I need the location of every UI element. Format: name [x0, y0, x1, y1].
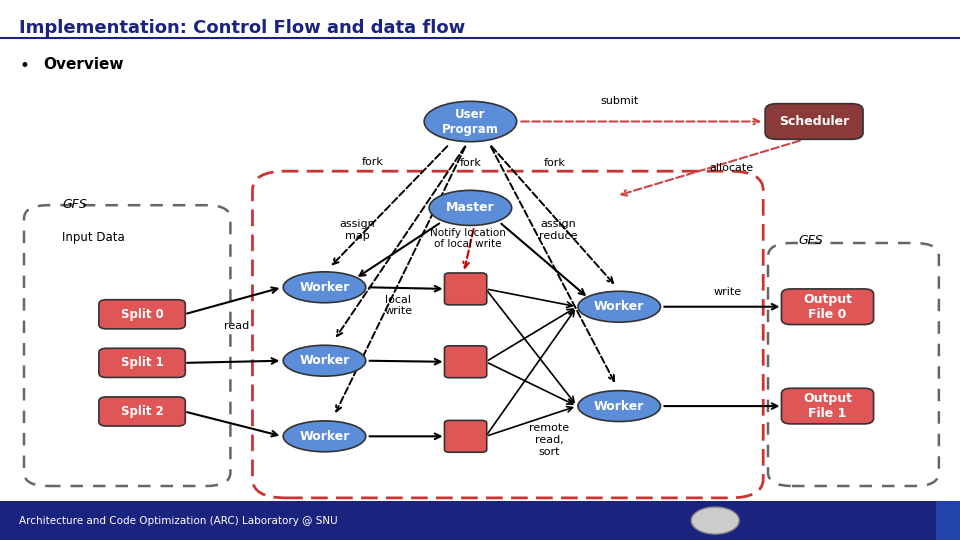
- Ellipse shape: [578, 390, 660, 422]
- FancyBboxPatch shape: [444, 420, 487, 453]
- Ellipse shape: [429, 190, 512, 226]
- Text: Split 1: Split 1: [121, 356, 163, 369]
- Text: •: •: [19, 57, 29, 75]
- Text: remote
read,
sort: remote read, sort: [529, 423, 569, 457]
- FancyBboxPatch shape: [444, 346, 487, 378]
- Text: Worker: Worker: [594, 300, 644, 313]
- FancyBboxPatch shape: [765, 104, 863, 139]
- FancyBboxPatch shape: [936, 501, 960, 540]
- Text: write: write: [713, 287, 742, 297]
- Text: fork: fork: [362, 157, 383, 167]
- Text: GFS: GFS: [62, 198, 87, 211]
- FancyBboxPatch shape: [781, 289, 874, 325]
- Text: read: read: [225, 321, 250, 332]
- Text: fork: fork: [460, 158, 481, 168]
- FancyBboxPatch shape: [0, 501, 960, 540]
- FancyBboxPatch shape: [781, 388, 874, 424]
- Text: Input Data: Input Data: [62, 231, 125, 244]
- Text: GFS: GFS: [799, 234, 824, 247]
- Text: assign
reduce: assign reduce: [540, 219, 578, 241]
- Ellipse shape: [283, 272, 366, 303]
- FancyBboxPatch shape: [444, 273, 487, 305]
- Text: Worker: Worker: [300, 354, 349, 367]
- Text: Architecture and Code Optimization (ARC) Laboratory @ SNU: Architecture and Code Optimization (ARC)…: [19, 516, 338, 525]
- FancyBboxPatch shape: [99, 348, 185, 377]
- Text: Worker: Worker: [594, 400, 644, 413]
- FancyBboxPatch shape: [99, 397, 185, 426]
- Text: submit: submit: [600, 96, 638, 106]
- Text: Split 0: Split 0: [121, 308, 163, 321]
- Text: Notify location
of local write: Notify location of local write: [429, 228, 506, 249]
- Text: Master: Master: [446, 201, 494, 214]
- Ellipse shape: [424, 102, 516, 141]
- Text: local
write: local write: [384, 295, 413, 316]
- Text: Worker: Worker: [300, 281, 349, 294]
- Text: Scheduler: Scheduler: [779, 115, 850, 128]
- Text: Output
File 1: Output File 1: [803, 392, 852, 420]
- Text: assign
map: assign map: [339, 219, 375, 241]
- Text: fork: fork: [544, 158, 565, 168]
- Text: User
Program: User Program: [442, 107, 499, 136]
- Text: Output
File 0: Output File 0: [803, 293, 852, 321]
- Circle shape: [691, 507, 739, 534]
- Text: allocate: allocate: [709, 163, 754, 173]
- Text: Overview: Overview: [43, 57, 124, 72]
- Text: Worker: Worker: [300, 430, 349, 443]
- Ellipse shape: [283, 345, 366, 376]
- Ellipse shape: [578, 291, 660, 322]
- Text: Implementation: Control Flow and data flow: Implementation: Control Flow and data fl…: [19, 19, 466, 37]
- Text: Split 2: Split 2: [121, 405, 163, 418]
- FancyBboxPatch shape: [99, 300, 185, 329]
- Ellipse shape: [283, 421, 366, 452]
